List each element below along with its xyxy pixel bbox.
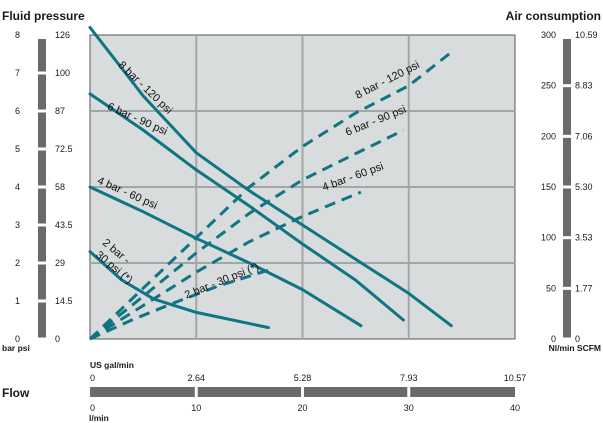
right-tick-nl: 50 (546, 283, 556, 293)
right-tick-scfm: 1.77 (575, 283, 593, 293)
right-axis-units: Nl/min SCFM (549, 343, 601, 353)
right-tick-nl: 0 (551, 334, 556, 344)
left-tick-bar: 7 (15, 68, 20, 78)
flow-top-tick: 10.57 (504, 373, 527, 383)
right-tick-gap (562, 134, 572, 138)
flow-top-tick: 0 (90, 373, 95, 383)
right-tick-gap (562, 286, 572, 290)
flow-tick-gap (301, 386, 304, 398)
air-curve-2 (89, 190, 362, 341)
flow-scale: US gal/min 0 2.64 5.28 7.93 10.57 Flow 0 10 20… (2, 360, 526, 423)
right-tick-nl: 300 (541, 30, 556, 40)
fluid-pressure-title: Fluid pressure (2, 9, 85, 23)
left-tick-bar: 3 (15, 220, 20, 230)
right-tick-scfm: 5.30 (575, 182, 593, 192)
pressure-curve-1 (88, 92, 405, 322)
left-tick-psi: 43.5 (55, 220, 73, 230)
right-axis: 0 0 50 1.77 100 3.53 150 5.30 200 7.06 250 8.83 300 1… (541, 30, 601, 353)
flow-top-tick: 2.64 (187, 373, 205, 383)
flow-bottom-tick: 0 (90, 403, 95, 413)
left-tick-gap (37, 299, 47, 303)
left-tick-bar: 0 (15, 334, 20, 344)
left-tick-psi: 100 (55, 68, 70, 78)
left-scale-bar (38, 39, 46, 339)
right-tick-nl: 250 (541, 81, 556, 91)
pressure-curve-0 (88, 25, 453, 328)
flow-bottom-tick: 40 (510, 403, 520, 413)
left-tick-gap (37, 147, 47, 151)
right-tick-gap (562, 84, 572, 88)
air-curve-0 (88, 51, 453, 341)
flow-tick-gap (194, 386, 198, 398)
left-tick-bar: 4 (15, 182, 20, 192)
right-tick-scfm: 8.83 (575, 81, 593, 91)
right-tick-scfm: 3.53 (575, 233, 593, 243)
left-tick-gap (37, 185, 47, 189)
left-tick-psi: 0 (55, 334, 60, 344)
right-tick-scfm: 0 (575, 334, 580, 344)
left-tick-bar: 5 (15, 144, 20, 154)
right-tick-nl: 150 (541, 182, 556, 192)
left-tick-psi: 126 (55, 30, 70, 40)
left-tick-gap (37, 33, 47, 37)
left-axis: 0 0 1 14.5 2 29 3 43.5 4 58 5 72.5 6 87 7 100 8 126 bar p… (2, 30, 73, 353)
flow-top-tick: 5.28 (294, 373, 312, 383)
flow-bottom-tick: 20 (297, 403, 307, 413)
left-tick-gap (37, 109, 47, 113)
left-tick-psi: 29 (55, 258, 65, 268)
left-tick-psi: 72.5 (55, 144, 73, 154)
flow-tick-gap (407, 386, 411, 398)
flow-bottom-units: l/min (89, 413, 109, 423)
flow-top-tick: 7.93 (400, 373, 418, 383)
flow-top-units: US gal/min (90, 360, 134, 370)
air-curve-1 (89, 128, 405, 341)
curves (88, 25, 453, 341)
right-tick-gap (562, 33, 572, 37)
left-tick-bar: 6 (15, 106, 20, 116)
flow-title: Flow (2, 386, 30, 400)
grid (90, 35, 515, 339)
left-tick-gap (37, 261, 47, 265)
right-tick-nl: 200 (541, 131, 556, 141)
left-tick-gap (37, 337, 47, 341)
right-scale-bar (563, 39, 571, 339)
left-tick-gap (37, 223, 47, 227)
right-tick-gap (562, 337, 572, 341)
left-tick-psi: 58 (55, 182, 65, 192)
right-tick-gap (562, 185, 572, 189)
left-tick-psi: 14.5 (55, 296, 73, 306)
pressure-curve-2 (88, 185, 363, 328)
left-tick-psi: 87 (55, 106, 65, 116)
right-tick-nl: 100 (541, 233, 556, 243)
left-axis-units: bar psi (2, 343, 30, 353)
left-tick-bar: 2 (15, 258, 20, 268)
right-tick-gap (562, 236, 572, 240)
left-tick-bar: 1 (15, 296, 20, 306)
flow-bottom-tick: 30 (404, 403, 414, 413)
left-tick-bar: 8 (15, 30, 20, 40)
flow-bottom-tick: 10 (191, 403, 201, 413)
left-tick-gap (37, 71, 47, 75)
right-tick-scfm: 7.06 (575, 131, 593, 141)
air-consumption-title: Air consumption (506, 9, 601, 23)
right-tick-scfm: 10.59 (575, 30, 598, 40)
air-curve-3 (89, 268, 269, 341)
